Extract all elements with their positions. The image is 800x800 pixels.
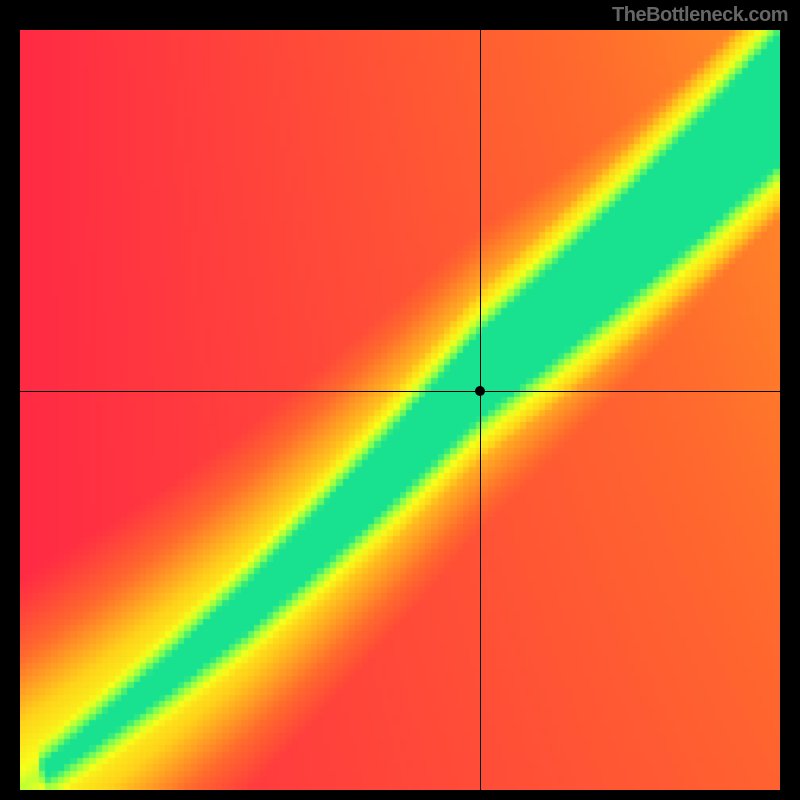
attribution-label: TheBottleneck.com xyxy=(612,4,788,27)
plot-area xyxy=(20,30,780,790)
crosshair-vertical xyxy=(480,30,481,790)
chart-container: TheBottleneck.com xyxy=(0,0,800,800)
crosshair-horizontal xyxy=(20,391,780,392)
crosshair-marker xyxy=(475,386,485,396)
heatmap-canvas xyxy=(20,30,780,790)
